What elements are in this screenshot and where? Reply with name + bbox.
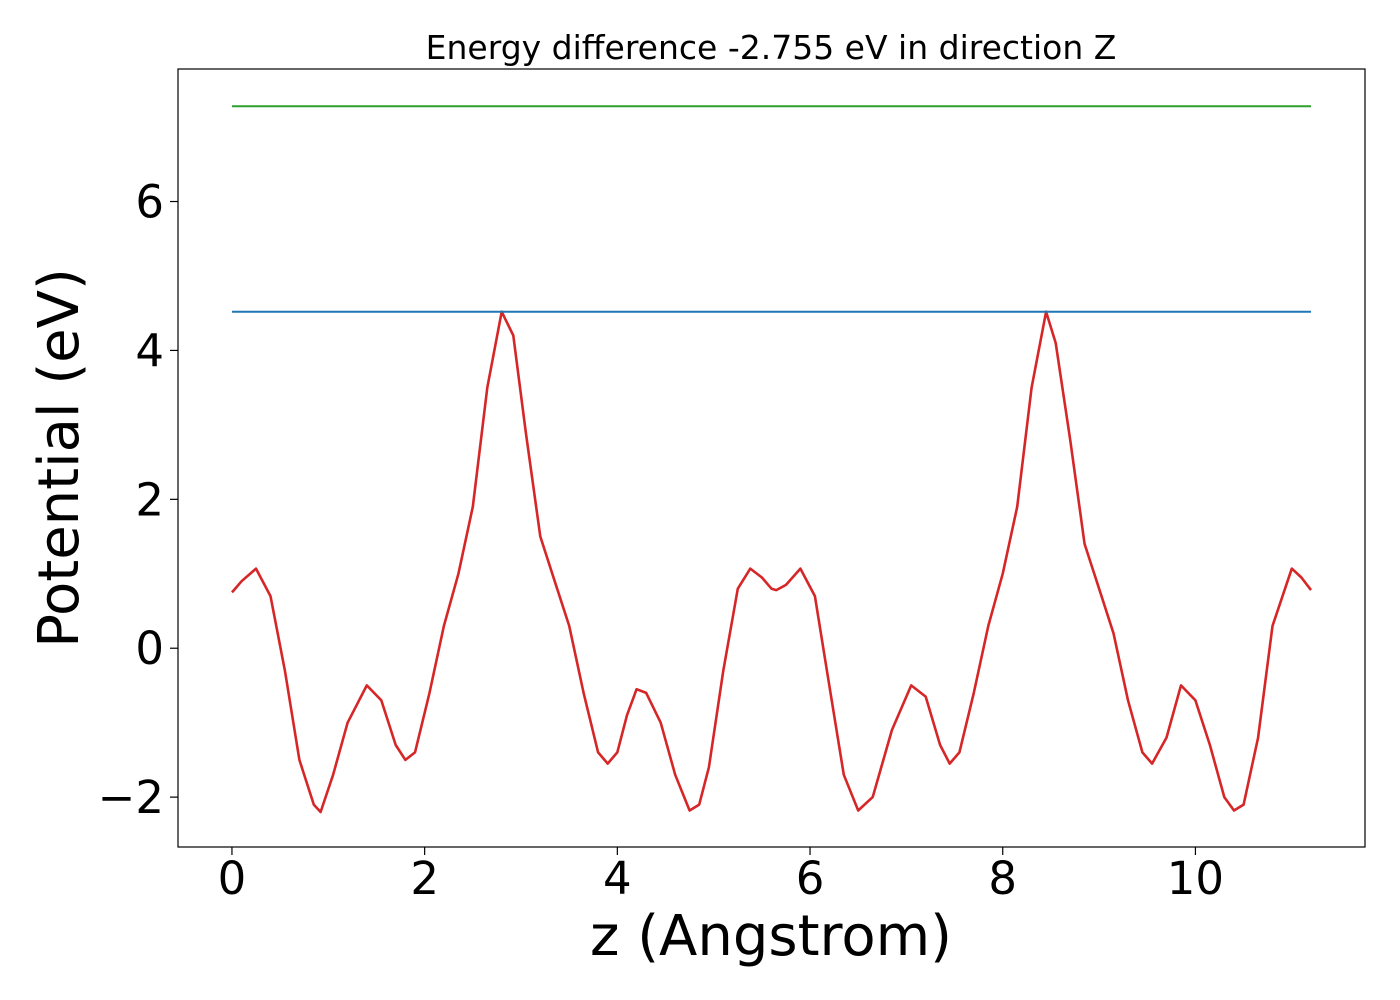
y-tick-label: −2 [98,771,164,824]
y-tick-label: 2 [135,473,164,526]
x-tick-label: 0 [218,852,247,905]
chart-title: Energy difference -2.755 eV in direction… [426,28,1117,67]
plot-marks [231,105,1313,814]
y-axis-label: Potential (eV) [27,268,92,648]
plot-frame [177,68,1366,848]
x-tick-label: 2 [410,852,439,905]
y-tick-label: 4 [135,324,164,377]
x-tick-label: 6 [796,852,825,905]
x-tick-label: 8 [988,852,1017,905]
x-axis: 0 2 4 6 8 10 [218,847,1224,905]
x-tick-label: 4 [603,852,632,905]
x-tick-label: 10 [1167,852,1224,905]
potential-line [231,310,1313,814]
y-tick-label: 6 [135,176,164,229]
y-tick-label: 0 [135,622,164,675]
y-axis: −2 0 2 4 6 [98,176,178,824]
x-axis-label: z (Angstrom) [590,904,952,969]
